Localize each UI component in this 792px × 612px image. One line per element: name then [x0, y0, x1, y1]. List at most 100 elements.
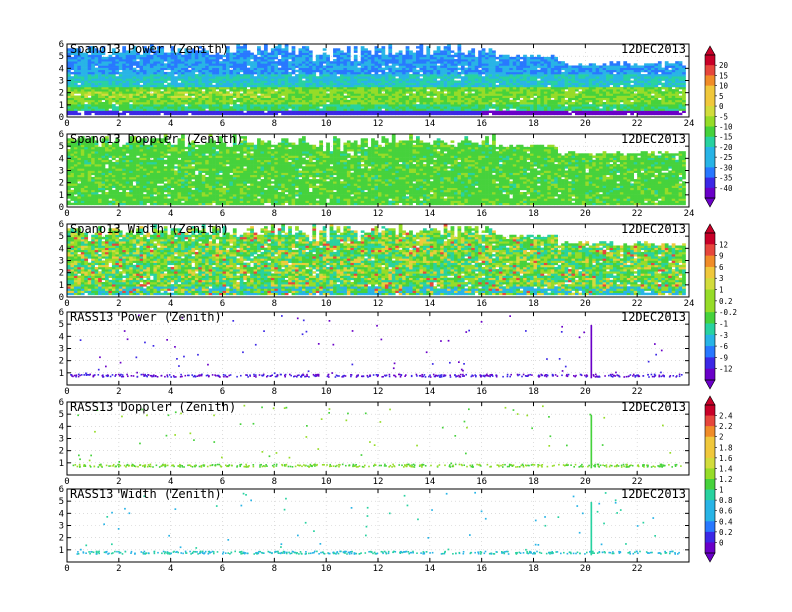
heatmap-cell: [70, 82, 75, 86]
heatmap-cell: [650, 112, 655, 116]
heatmap-cell: [163, 106, 168, 109]
heatmap-cell: [578, 86, 583, 90]
heatmap-cell: [481, 80, 486, 83]
heatmap-cell: [357, 61, 362, 64]
heatmap-cell: [367, 97, 372, 101]
heatmap-cell: [398, 65, 403, 68]
heatmap-cell: [516, 65, 520, 68]
heatmap-cell: [201, 69, 206, 73]
heatmap-cell: [443, 108, 448, 111]
heatmap-cell: [357, 86, 362, 90]
heatmap-cell: [433, 54, 438, 58]
heatmap-cell: [305, 63, 310, 66]
heatmap-cell: [533, 110, 538, 114]
heatmap-cell: [350, 86, 355, 90]
heatmap-cell: [288, 67, 292, 71]
heatmap-cell: [543, 97, 548, 101]
heatmap-cell: [277, 91, 282, 94]
heatmap-cell: [98, 112, 102, 116]
heatmap-cell: [668, 108, 673, 111]
heatmap-cell: [433, 108, 438, 111]
heatmap-cell: [378, 61, 382, 64]
heatmap-cell: [516, 108, 520, 111]
heatmap-cell: [512, 112, 517, 116]
heatmap-cell: [91, 93, 95, 96]
heatmap-cell: [80, 69, 85, 73]
heatmap-cell: [661, 99, 666, 103]
heatmap-cell: [201, 101, 206, 105]
heatmap-cell: [409, 59, 413, 62]
heatmap-cell: [533, 82, 538, 86]
heatmap-cell: [516, 54, 520, 58]
heatmap-cell: [523, 54, 527, 58]
heatmap-cell: [409, 69, 413, 73]
heatmap-cell: [153, 78, 158, 81]
heatmap-cell: [333, 97, 337, 101]
heatmap-cell: [339, 78, 344, 81]
heatmap-cell: [108, 82, 113, 86]
heatmap-cell: [661, 108, 666, 111]
heatmap-cell: [270, 93, 275, 96]
heatmap-cell: [149, 63, 154, 66]
heatmap-cell: [326, 65, 330, 68]
heatmap-cell: [236, 61, 241, 64]
heatmap-cell: [398, 59, 403, 62]
heatmap-cell: [101, 46, 106, 49]
heatmap-cell: [374, 106, 379, 109]
heatmap-cell: [215, 97, 220, 101]
heatmap-cell: [623, 63, 628, 66]
heatmap-cell: [540, 74, 545, 77]
heatmap-cell: [108, 110, 113, 114]
heatmap-cell: [540, 108, 545, 111]
heatmap-cell: [87, 86, 92, 90]
heatmap-cell: [519, 80, 524, 83]
heatmap-cell: [516, 106, 520, 109]
heatmap-cell: [568, 84, 572, 88]
heatmap-cell: [543, 106, 548, 109]
heatmap-cell: [73, 82, 78, 86]
heatmap-cell: [308, 104, 313, 107]
heatmap-cell: [146, 61, 151, 64]
heatmap-cell: [633, 71, 638, 75]
heatmap-cell: [322, 59, 327, 62]
heatmap-cell: [291, 91, 296, 94]
heatmap-cell: [512, 56, 517, 60]
heatmap-cell: [301, 54, 306, 58]
heatmap-cell: [232, 112, 237, 116]
heatmap-cell: [149, 54, 154, 58]
heatmap-cell: [225, 104, 230, 107]
heatmap-cell: [526, 59, 531, 62]
heatmap-cell: [568, 71, 572, 75]
heatmap-cell: [395, 63, 400, 66]
heatmap-cell: [547, 99, 552, 103]
heatmap-cell: [623, 84, 628, 88]
heatmap-cell: [578, 71, 583, 75]
heatmap-cell: [426, 56, 431, 60]
heatmap-cell: [153, 99, 158, 103]
heatmap-cell: [547, 95, 552, 98]
heatmap-cell: [623, 110, 628, 114]
heatmap-cell: [125, 99, 130, 103]
heatmap-cell: [212, 104, 216, 107]
heatmap-cell: [371, 74, 375, 77]
heatmap-cell: [243, 104, 247, 107]
heatmap-cell: [80, 84, 85, 88]
heatmap-cell: [364, 63, 368, 66]
heatmap-cell: [612, 106, 617, 109]
heatmap-cell: [374, 61, 379, 64]
heatmap-cell: [536, 74, 541, 77]
heatmap-cell: [177, 61, 182, 64]
heatmap-cell: [153, 86, 158, 90]
heatmap-cell: [298, 71, 303, 75]
heatmap-cell: [291, 97, 296, 101]
heatmap-cell: [536, 89, 541, 92]
heatmap-cell: [523, 91, 527, 94]
heatmap-cell: [222, 97, 227, 101]
heatmap-cell: [409, 86, 413, 90]
heatmap-cell: [633, 74, 638, 77]
heatmap-cell: [215, 86, 220, 90]
heatmap-cell: [633, 84, 638, 88]
heatmap-cell: [682, 69, 686, 73]
heatmap-cell: [650, 67, 655, 71]
heatmap-cell: [281, 93, 285, 96]
